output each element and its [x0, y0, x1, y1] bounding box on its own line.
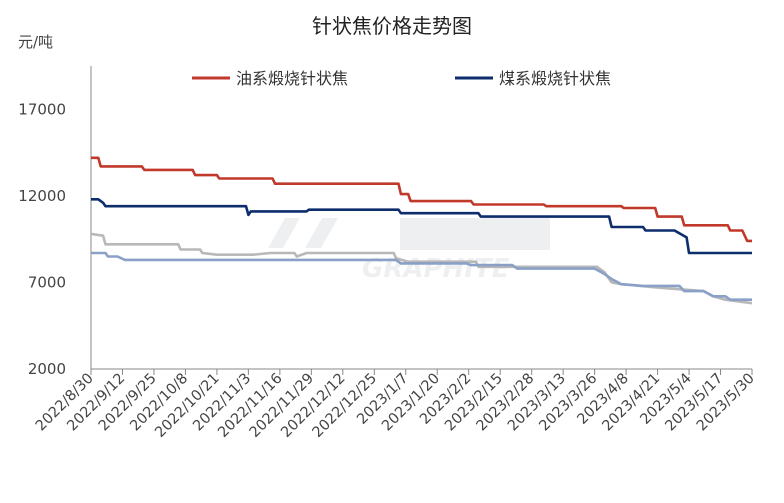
y-tick-label: 17000: [18, 100, 66, 118]
y-tick-label: 12000: [18, 187, 66, 205]
legend-label: 油系煅烧针状焦: [236, 69, 348, 88]
series-line-2: [91, 198, 752, 255]
y-tick-label: 2000: [28, 360, 66, 378]
series-line-4: [91, 251, 752, 302]
y-tick-label: 7000: [28, 273, 66, 291]
watermark-logo: GRAPHITE: [268, 218, 550, 284]
chart-title: 针状焦价格走势图: [312, 14, 472, 38]
legend-label: 煤系煅烧针状焦: [499, 69, 611, 88]
watermark-text: GRAPHITE: [362, 254, 510, 284]
y-unit-label: 元/吨: [18, 33, 53, 51]
series-line-1: [91, 156, 752, 243]
series-line-3: [90, 232, 753, 305]
